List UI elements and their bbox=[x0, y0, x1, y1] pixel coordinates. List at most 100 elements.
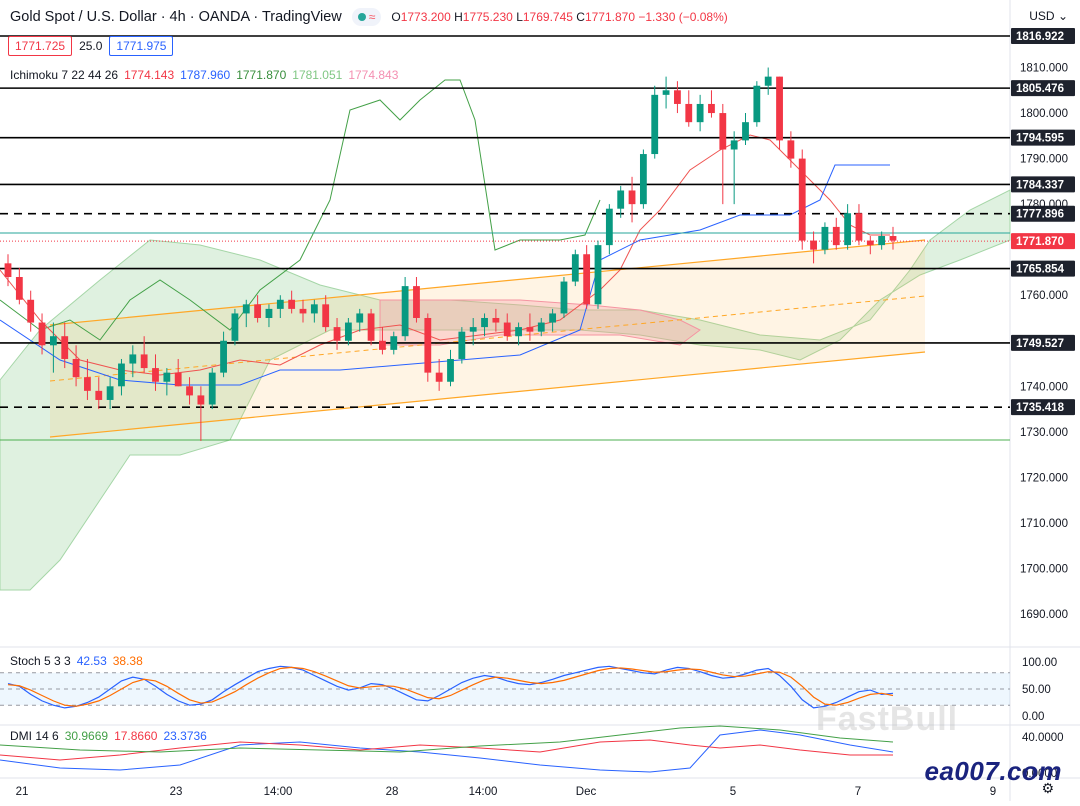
time-tick-label: 9 bbox=[990, 786, 996, 798]
candle-body[interactable] bbox=[140, 354, 148, 369]
candle-body[interactable] bbox=[276, 299, 284, 309]
open-label: O bbox=[391, 10, 401, 24]
candle-body[interactable] bbox=[526, 327, 534, 332]
candle-body[interactable] bbox=[844, 213, 852, 246]
candle-body[interactable] bbox=[95, 390, 103, 400]
candle-body[interactable] bbox=[662, 90, 670, 95]
quote-bar: 1771.725 25.0 1771.975 bbox=[8, 36, 174, 56]
candle-body[interactable] bbox=[719, 113, 727, 150]
candle-body[interactable] bbox=[798, 158, 806, 241]
candle-body[interactable] bbox=[129, 354, 137, 364]
candle-body[interactable] bbox=[15, 277, 23, 300]
candle-body[interactable] bbox=[651, 94, 659, 155]
candle-body[interactable] bbox=[560, 281, 568, 314]
candle-body[interactable] bbox=[537, 322, 545, 332]
candle-body[interactable] bbox=[832, 226, 840, 246]
candle-body[interactable] bbox=[594, 245, 602, 305]
candle-body[interactable] bbox=[696, 103, 704, 123]
stoch-legend[interactable]: Stoch 5 3 3 42.53 38.38 bbox=[10, 654, 143, 668]
candle-body[interactable] bbox=[254, 304, 262, 318]
dmi-legend[interactable]: DMI 14 6 30.9669 17.8660 23.3736 bbox=[10, 729, 207, 743]
candle-body[interactable] bbox=[356, 313, 364, 323]
candle-body[interactable] bbox=[503, 322, 511, 337]
candle-body[interactable] bbox=[583, 254, 591, 305]
price-tick-label: 1800.000 bbox=[1020, 108, 1068, 120]
candle-body[interactable] bbox=[753, 85, 761, 123]
candle-body[interactable] bbox=[730, 140, 738, 150]
currency-label: USD bbox=[1029, 9, 1055, 23]
candle-body[interactable] bbox=[866, 240, 874, 246]
candle-body[interactable] bbox=[889, 236, 897, 241]
candle-body[interactable] bbox=[231, 313, 239, 341]
candle-body[interactable] bbox=[492, 317, 500, 323]
candle-body[interactable] bbox=[27, 299, 35, 323]
candle-body[interactable] bbox=[413, 286, 420, 318]
candle-body[interactable] bbox=[152, 368, 159, 382]
candle-body[interactable] bbox=[810, 240, 817, 250]
candle-body[interactable] bbox=[333, 327, 341, 341]
candle-body[interactable] bbox=[447, 358, 454, 382]
candle-body[interactable] bbox=[390, 336, 398, 350]
level-tag bbox=[1011, 260, 1075, 277]
candle-body[interactable] bbox=[242, 304, 250, 314]
gear-icon[interactable]: ⚙ bbox=[1041, 780, 1054, 796]
buy-button[interactable]: 1771.975 bbox=[109, 36, 174, 56]
candle-body[interactable] bbox=[4, 263, 12, 278]
candle-body[interactable] bbox=[821, 226, 829, 250]
currency-selector[interactable]: USD ⌄ bbox=[1029, 9, 1068, 23]
candle-body[interactable] bbox=[163, 372, 171, 382]
level-tag bbox=[1011, 233, 1075, 250]
candle-body[interactable] bbox=[379, 340, 386, 350]
candle-body[interactable] bbox=[628, 190, 636, 205]
candle-body[interactable] bbox=[787, 140, 795, 159]
candle-body[interactable] bbox=[310, 304, 318, 314]
candle-body[interactable] bbox=[288, 299, 296, 309]
candle-body[interactable] bbox=[322, 304, 330, 328]
dmi-value-2: 17.8660 bbox=[114, 729, 158, 743]
candle-body[interactable] bbox=[639, 154, 647, 205]
candle-body[interactable] bbox=[38, 322, 46, 346]
candle-body[interactable] bbox=[481, 317, 488, 328]
candle-body[interactable] bbox=[708, 103, 715, 114]
candle-body[interactable] bbox=[571, 254, 579, 282]
candle-body[interactable] bbox=[515, 327, 522, 337]
ichimoku-legend[interactable]: Ichimoku 7 22 44 26 1774.143 1787.960 17… bbox=[10, 68, 398, 82]
candle-body[interactable] bbox=[469, 327, 477, 332]
candle-body[interactable] bbox=[674, 90, 681, 104]
candle-body[interactable] bbox=[265, 308, 273, 318]
candle-body[interactable] bbox=[435, 372, 443, 382]
candle-body[interactable] bbox=[424, 317, 432, 373]
candle-body[interactable] bbox=[764, 76, 772, 86]
market-status[interactable]: ≈ bbox=[351, 8, 382, 26]
candle-body[interactable] bbox=[401, 286, 409, 337]
candle-body[interactable] bbox=[118, 363, 125, 387]
candle-body[interactable] bbox=[174, 372, 182, 387]
candle-body[interactable] bbox=[84, 377, 91, 391]
candle-body[interactable] bbox=[220, 340, 227, 373]
candle-body[interactable] bbox=[776, 76, 783, 141]
candle-body[interactable] bbox=[605, 208, 613, 246]
candle-body[interactable] bbox=[458, 331, 466, 359]
candle-body[interactable] bbox=[72, 358, 80, 378]
candle-body[interactable] bbox=[549, 313, 557, 323]
candle-body[interactable] bbox=[208, 372, 216, 405]
candle-body[interactable] bbox=[878, 236, 886, 246]
candle-body[interactable] bbox=[685, 103, 693, 123]
candle-body[interactable] bbox=[742, 122, 749, 141]
sell-button[interactable]: 1771.725 bbox=[8, 36, 73, 56]
candle-body[interactable] bbox=[299, 308, 307, 314]
candle-body[interactable] bbox=[197, 395, 205, 405]
candle-body[interactable] bbox=[61, 336, 69, 359]
candle-body[interactable] bbox=[49, 336, 57, 346]
candle-body[interactable] bbox=[367, 313, 375, 341]
candle-body[interactable] bbox=[106, 386, 114, 400]
ichimoku-value-5: 1774.843 bbox=[348, 68, 399, 82]
candle-body[interactable] bbox=[344, 322, 352, 341]
candle-body[interactable] bbox=[617, 190, 625, 209]
candle-body[interactable] bbox=[186, 386, 193, 396]
candle-body[interactable] bbox=[855, 213, 863, 241]
price-tick-label: 1690.000 bbox=[1020, 609, 1068, 621]
symbol-title[interactable]: Gold Spot / U.S. Dollar · 4h · OANDA · T… bbox=[10, 9, 342, 25]
